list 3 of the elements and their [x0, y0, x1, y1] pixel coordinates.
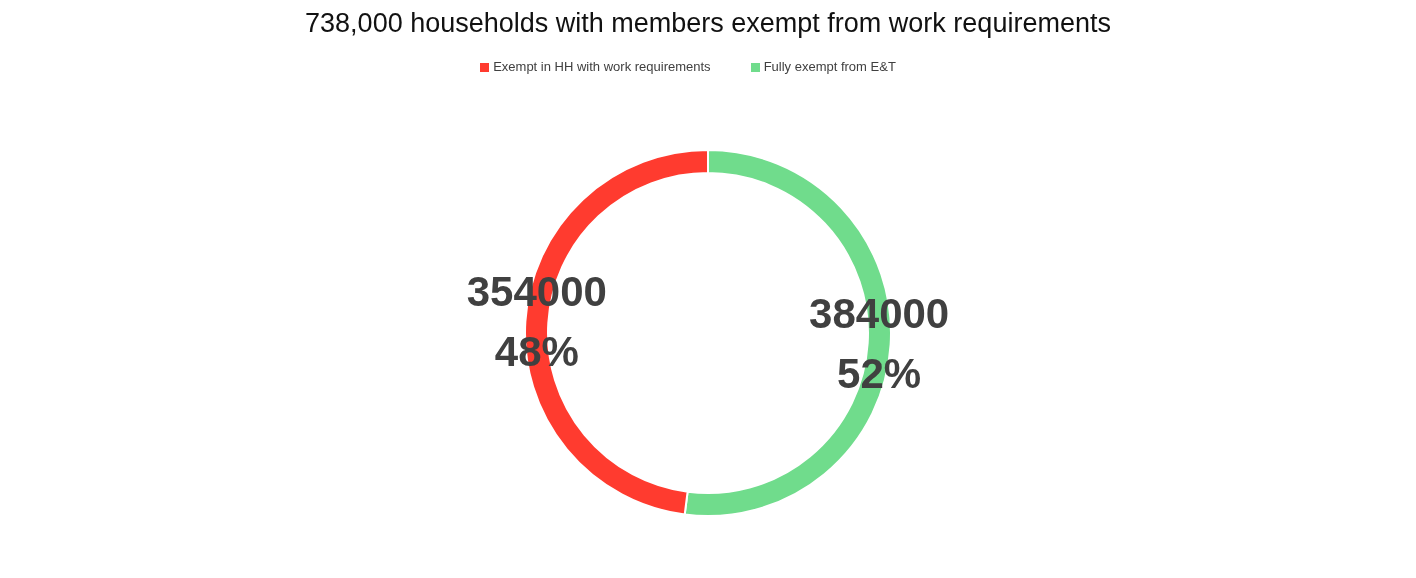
legend-label: Fully exempt from E&T: [763, 59, 896, 74]
legend-label: Exempt in HH with work requirements: [493, 59, 711, 74]
chart-title: 738,000 households with members exempt from work requirements: [304, 8, 1112, 40]
